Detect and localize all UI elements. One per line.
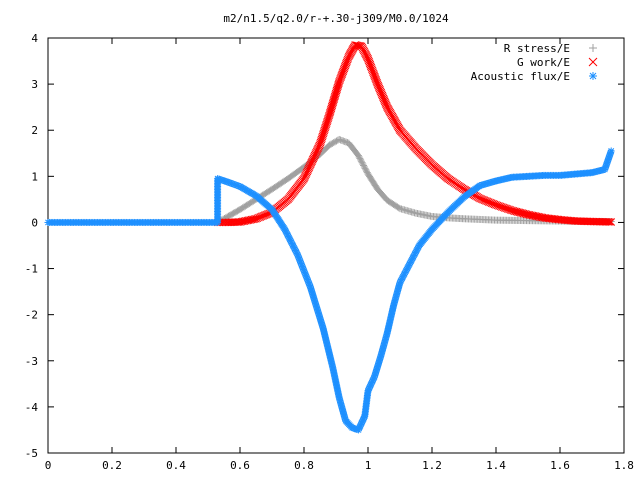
axes-layer: 0 0.2 0.4 0.6 0.8 1 1.2 1.4 1.6 1.8 4 3 2 1 0 -1 -2 -3 -4 -…	[25, 32, 634, 472]
x-tick-label: 0.8	[294, 459, 314, 472]
y-tick-label: 1	[31, 170, 38, 183]
legend-marker	[589, 58, 597, 66]
y-tick-label: -2	[25, 309, 38, 322]
legend-marker	[589, 72, 597, 80]
y-tick-label: 2	[31, 124, 38, 137]
x-tick-label: 1.4	[486, 459, 506, 472]
x-tick-label: 0.4	[166, 459, 186, 472]
legend-label: G work/E	[517, 56, 570, 69]
y-tick-label: -5	[25, 447, 38, 460]
x-tick-label: 1.6	[550, 459, 570, 472]
y-tick-label: 0	[31, 216, 38, 229]
y-tick-label: -1	[25, 263, 38, 276]
legend-marker	[589, 44, 597, 52]
x-tick-label: 0.6	[230, 459, 250, 472]
x-tick-label: 1	[365, 459, 372, 472]
y-tick-label: 3	[31, 78, 38, 91]
x-tick-label: 0.2	[102, 459, 122, 472]
x-tick-label: 1.2	[422, 459, 442, 472]
series-layer	[45, 41, 615, 433]
series-3	[45, 147, 615, 433]
y-tick-label: -4	[25, 401, 39, 414]
y-tick-label: 4	[31, 32, 38, 45]
legend-label: Acoustic flux/E	[471, 70, 570, 83]
data-point	[608, 147, 615, 154]
chart-title: m2/n1.5/q2.0/r-+.30-j309/M0.0/1024	[223, 12, 449, 25]
legend-label: R stress/E	[504, 42, 570, 55]
y-tick-label: -3	[25, 355, 38, 368]
x-tick-label: 0	[45, 459, 52, 472]
x-tick-label: 1.8	[614, 459, 634, 472]
